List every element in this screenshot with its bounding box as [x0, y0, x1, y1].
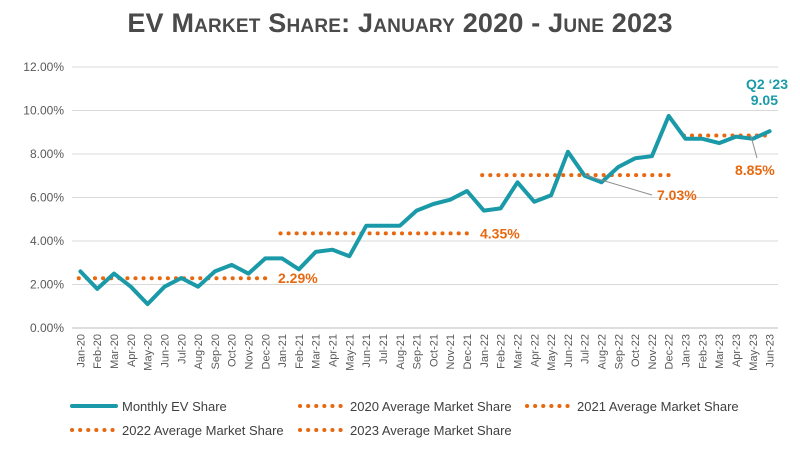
x-tick-label: Dec-21 — [462, 334, 474, 369]
y-tick-label: 4.00% — [30, 234, 64, 248]
x-tick-label: Aug-22 — [597, 334, 609, 369]
x-tick-label: Oct-21 — [428, 334, 440, 367]
average-2021-label: 4.35% — [480, 225, 520, 241]
x-tick-label: Oct-22 — [630, 334, 642, 367]
x-tick-label: Dec-20 — [260, 334, 272, 369]
x-tick-label: Mar-23 — [714, 334, 726, 369]
x-tick-label: Jan-23 — [681, 334, 693, 368]
series-line — [78, 113, 772, 307]
legend-label: 2020 Average Market Share — [350, 399, 512, 414]
annotations: Q2 ‘239.05 — [746, 76, 788, 108]
legend-label: 2022 Average Market Share — [122, 423, 284, 438]
average-callouts: 2.29% 4.35% 7.03% 8.85% — [278, 135, 775, 286]
y-tick-label: 10.00% — [23, 104, 64, 118]
x-tick-label: Apr-23 — [731, 334, 743, 367]
x-tick-label: Jun-20 — [159, 334, 171, 368]
x-tick-label: Oct-20 — [227, 334, 239, 367]
chart-title: EV Market Share: January 2020 - June 202… — [127, 8, 673, 38]
x-tick-label: May-20 — [143, 334, 155, 371]
x-tick-label: Jan-20 — [75, 334, 87, 368]
x-tick-label: Sep-20 — [210, 334, 222, 369]
x-tick-label: Jul-21 — [378, 334, 390, 364]
x-tick-label: Jul-22 — [580, 334, 592, 364]
x-tick-label: Sep-22 — [613, 334, 625, 369]
q2-23-label: Q2 ‘23 — [746, 76, 788, 92]
x-tick-label: Jun-23 — [765, 334, 777, 368]
x-tick-label: Apr-22 — [529, 334, 541, 367]
y-tick-label: 2.00% — [30, 278, 64, 292]
legend: Monthly EV Share 2020 Average Market Shar… — [70, 399, 739, 438]
series-lines — [78, 113, 772, 307]
x-tick-label: Jun-22 — [563, 334, 575, 368]
y-tick-label: 8.00% — [30, 147, 64, 161]
x-tick-label: Jan-22 — [479, 334, 491, 368]
x-tick-label: Feb-23 — [697, 334, 709, 369]
x-tick-label: Feb-20 — [92, 334, 104, 369]
x-tick-label: Feb-21 — [294, 334, 306, 369]
x-tick-label: Mar-21 — [311, 334, 323, 369]
x-tick-label: May-21 — [344, 334, 356, 371]
legend-label: Monthly EV Share — [122, 399, 227, 414]
x-tick-label: May-22 — [546, 334, 558, 371]
y-tick-label: 6.00% — [30, 191, 64, 205]
x-tick-label: Feb-22 — [496, 334, 508, 369]
q2-23-value: 9.05 — [751, 92, 778, 108]
average-2023-leader — [750, 135, 758, 159]
x-tick-label: Nov-20 — [244, 334, 256, 369]
x-tick-label: Apr-21 — [328, 334, 340, 367]
x-tick-label: Nov-21 — [445, 334, 457, 369]
average-2022-label: 7.03% — [657, 187, 697, 203]
legend-label: 2023 Average Market Share — [350, 423, 512, 438]
y-tick-label: 12.00% — [23, 60, 64, 74]
x-tick-label: Jun-21 — [361, 334, 373, 368]
x-tick-label: Apr-20 — [126, 334, 138, 367]
x-tick-label: Jan-21 — [277, 334, 289, 368]
average-2022-leader — [584, 174, 653, 196]
x-tick-label: Dec-22 — [664, 334, 676, 369]
x-tick-label: Jul-20 — [176, 334, 188, 364]
x-tick-label: Mar-22 — [512, 334, 524, 369]
y-tick-label: 0.00% — [30, 321, 64, 335]
y-axis-tick-labels: 0.00% 2.00% 4.00% 6.00% 8.00% 10.00% 12.00% — [23, 60, 64, 335]
average-2023-label: 8.85% — [735, 162, 775, 178]
x-tick-label: Aug-20 — [193, 334, 205, 369]
average-2020-label: 2.29% — [278, 270, 318, 286]
x-tick-label: Mar-20 — [109, 334, 121, 369]
x-tick-label: May-23 — [748, 334, 760, 371]
x-tick-label: Nov-22 — [647, 334, 659, 369]
x-tick-label: Aug-21 — [395, 334, 407, 369]
legend-label: 2021 Average Market Share — [577, 399, 739, 414]
x-axis-tick-labels: Jan-20 Feb-20 Mar-20 Apr-20 May-20 Jun-20 Jul-… — [75, 334, 776, 371]
x-tick-label: Sep-21 — [412, 334, 424, 369]
